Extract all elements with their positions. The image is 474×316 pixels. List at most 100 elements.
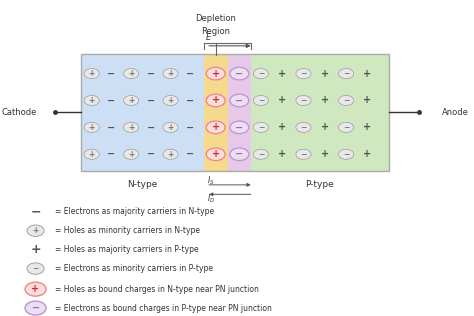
Circle shape xyxy=(230,121,249,134)
Text: +: + xyxy=(321,122,329,132)
Text: −: − xyxy=(258,150,264,159)
Text: = Holes as bound charges in N-type near PN junction: = Holes as bound charges in N-type near … xyxy=(55,285,258,294)
Circle shape xyxy=(84,149,99,159)
Text: +: + xyxy=(30,243,41,256)
Text: −: − xyxy=(30,205,41,218)
Text: +: + xyxy=(89,150,95,159)
Circle shape xyxy=(163,95,178,106)
Text: Cathode: Cathode xyxy=(1,108,36,117)
Text: −: − xyxy=(258,69,264,78)
Text: −: − xyxy=(300,96,307,105)
Text: +: + xyxy=(32,226,39,235)
Circle shape xyxy=(25,301,46,315)
Text: +: + xyxy=(321,69,329,79)
Text: +: + xyxy=(278,69,286,79)
Circle shape xyxy=(206,94,225,107)
Text: −: − xyxy=(235,122,244,132)
Circle shape xyxy=(124,95,139,106)
Text: +: + xyxy=(128,96,134,105)
Circle shape xyxy=(124,69,139,79)
Text: Anode: Anode xyxy=(442,108,468,117)
Bar xyxy=(228,54,251,171)
Text: +: + xyxy=(211,122,220,132)
Text: −: − xyxy=(147,122,155,132)
Text: = Electrons as bound charges in P-type near PN junction: = Electrons as bound charges in P-type n… xyxy=(55,304,272,313)
Text: −: − xyxy=(186,149,194,159)
Circle shape xyxy=(296,149,311,159)
Text: +: + xyxy=(167,96,173,105)
Circle shape xyxy=(124,149,139,159)
Text: +: + xyxy=(211,149,220,159)
Text: $I_S$: $I_S$ xyxy=(207,174,215,187)
Text: +: + xyxy=(363,122,372,132)
Text: −: − xyxy=(343,69,349,78)
Text: = Electrons as majority carriers in N-type: = Electrons as majority carriers in N-ty… xyxy=(55,207,214,216)
Text: +: + xyxy=(128,69,134,78)
Bar xyxy=(204,54,228,171)
Text: −: − xyxy=(235,95,244,106)
Circle shape xyxy=(296,95,311,106)
Text: −: − xyxy=(186,95,194,106)
Circle shape xyxy=(338,69,354,79)
Text: N-type: N-type xyxy=(127,180,157,189)
Text: P-type: P-type xyxy=(306,180,334,189)
Text: −: − xyxy=(186,122,194,132)
Text: +: + xyxy=(363,95,372,106)
Text: +: + xyxy=(89,123,95,132)
Text: −: − xyxy=(107,149,116,159)
Text: $I_D$: $I_D$ xyxy=(207,192,215,205)
Circle shape xyxy=(206,67,225,80)
Text: = Holes as majority carriers in P-type: = Holes as majority carriers in P-type xyxy=(55,245,198,254)
Text: −: − xyxy=(343,96,349,105)
Circle shape xyxy=(253,69,268,79)
Text: Region: Region xyxy=(201,27,230,36)
Text: −: − xyxy=(235,149,244,159)
Text: −: − xyxy=(300,69,307,78)
Text: −: − xyxy=(235,69,244,79)
Text: −: − xyxy=(107,122,116,132)
Circle shape xyxy=(84,95,99,106)
Circle shape xyxy=(253,149,268,159)
Text: +: + xyxy=(167,123,173,132)
Text: −: − xyxy=(147,95,155,106)
Text: E: E xyxy=(206,33,211,42)
Text: −: − xyxy=(300,123,307,132)
Text: +: + xyxy=(321,95,329,106)
Text: −: − xyxy=(343,123,349,132)
Circle shape xyxy=(25,282,46,296)
Text: −: − xyxy=(147,69,155,79)
Circle shape xyxy=(338,122,354,132)
Text: +: + xyxy=(167,69,173,78)
Circle shape xyxy=(253,95,268,106)
Text: −: − xyxy=(258,96,264,105)
Text: −: − xyxy=(186,69,194,79)
Circle shape xyxy=(27,263,44,274)
Text: +: + xyxy=(89,69,95,78)
Circle shape xyxy=(338,95,354,106)
Circle shape xyxy=(124,122,139,132)
Circle shape xyxy=(230,94,249,107)
Text: −: − xyxy=(258,123,264,132)
Circle shape xyxy=(206,121,225,134)
Text: +: + xyxy=(278,122,286,132)
Text: +: + xyxy=(321,149,329,159)
Text: +: + xyxy=(363,149,372,159)
Text: +: + xyxy=(31,284,40,294)
Bar xyxy=(81,54,204,171)
Circle shape xyxy=(27,225,44,236)
Circle shape xyxy=(296,122,311,132)
Circle shape xyxy=(230,148,249,161)
Text: Depletion: Depletion xyxy=(195,15,236,23)
Text: −: − xyxy=(107,69,116,79)
Circle shape xyxy=(163,122,178,132)
Text: +: + xyxy=(89,96,95,105)
Circle shape xyxy=(230,67,249,80)
Text: −: − xyxy=(107,95,116,106)
Circle shape xyxy=(84,122,99,132)
Text: +: + xyxy=(211,69,220,79)
Text: +: + xyxy=(211,95,220,106)
Circle shape xyxy=(253,122,268,132)
Bar xyxy=(251,54,389,171)
Text: −: − xyxy=(147,149,155,159)
Text: +: + xyxy=(278,95,286,106)
